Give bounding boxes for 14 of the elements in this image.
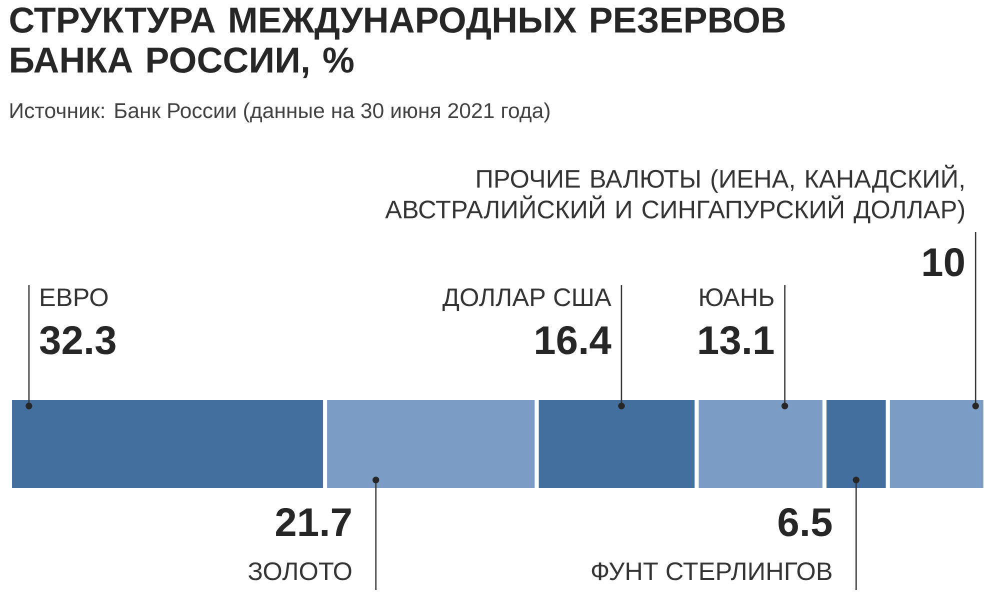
text: ПРОЧИЕ ВАЛЮТЫ (ИЕНА, КАНАДСКИЙ, АВСТРАЛИЙСКИЙ И СИНГАПУРСКИЙ ДОЛЛАР) (385, 164, 964, 224)
data-label: 10 (924, 248, 964, 276)
data-label: 13.1 (699, 326, 774, 354)
text: ЗОЛОТО (248, 562, 352, 580)
text: ДОЛЛАР США (442, 288, 612, 312)
text: ЕВРО (41, 288, 108, 306)
data-label: 21.7 (276, 508, 351, 536)
data-label: 32.3 (40, 326, 116, 354)
data-label: 6.5 (778, 508, 832, 536)
text: ФУНТ СТЕРЛИНГОВ (592, 562, 832, 580)
chart-subtitle: Источник: Банк России (данные на 30 июня 2021 года) (10, 102, 550, 122)
data-label: 16.4 (536, 326, 612, 354)
chart-title: СТРУКТУРА МЕЖДУНАРОДНЫХ РЕЗЕРВОВ БАНКА РОССИИ, % (10, 7, 785, 78)
text: ЮАНЬ (700, 288, 774, 306)
